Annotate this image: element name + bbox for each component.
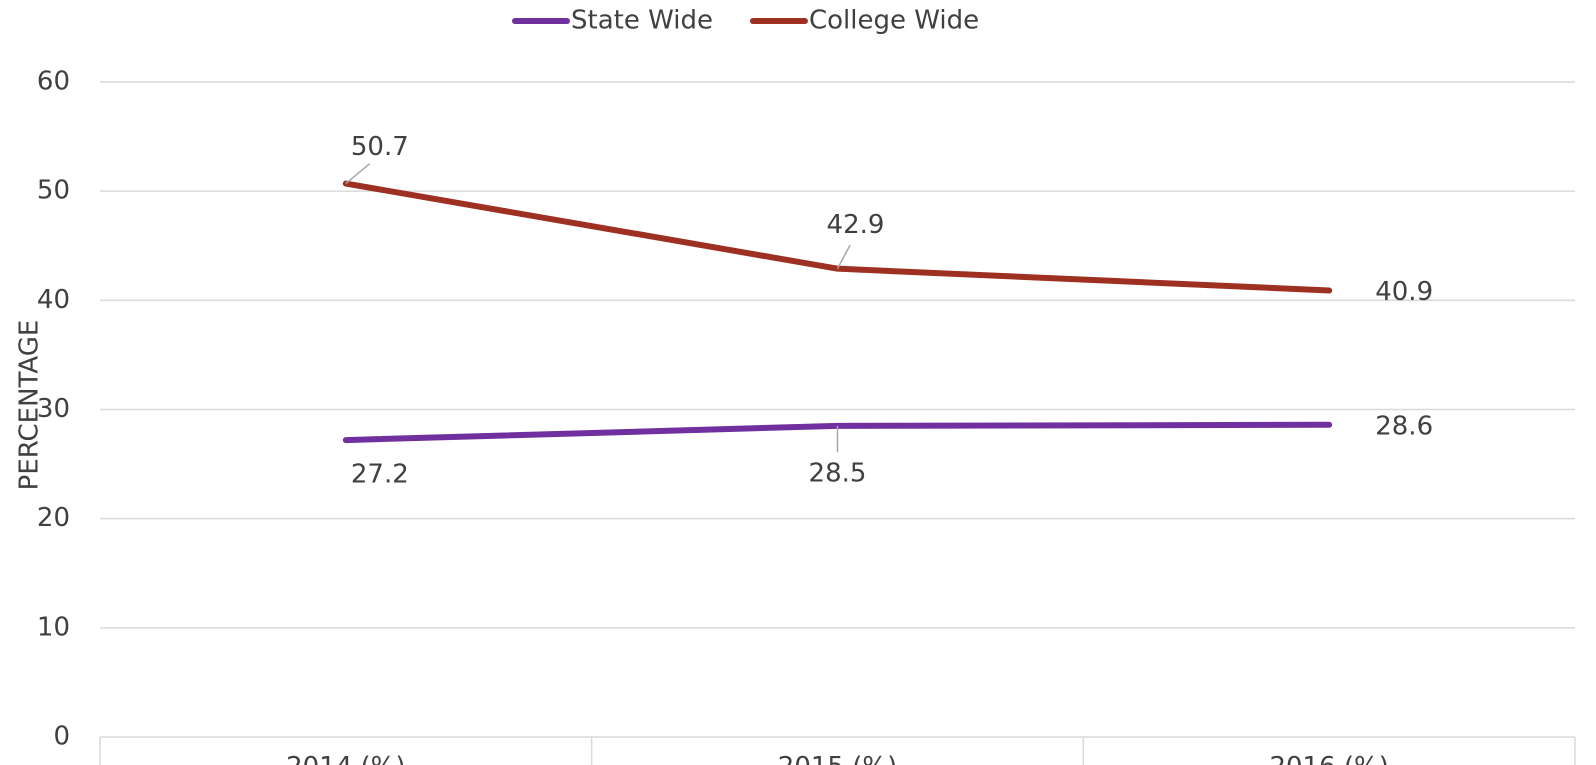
y-tick-label: 30: [37, 394, 70, 424]
data-label: 28.5: [809, 458, 867, 488]
y-tick-label: 60: [37, 67, 70, 97]
data-label: 42.9: [827, 210, 885, 240]
data-label: 40.9: [1375, 277, 1433, 307]
x-tick-label: 2014 (%): [286, 752, 405, 765]
legend-label: State Wide: [571, 6, 713, 36]
data-label: 50.7: [351, 132, 409, 162]
y-tick-label: 0: [53, 722, 70, 752]
data-label: 28.6: [1375, 411, 1433, 441]
x-tick-label: 2016 (%): [1269, 752, 1388, 765]
x-tick-label: 2015 (%): [778, 752, 897, 765]
leader-line: [836, 244, 851, 270]
y-tick-label: 50: [37, 176, 70, 206]
y-tick-label: 40: [37, 285, 70, 315]
legend-label: College Wide: [809, 6, 979, 36]
leader-line: [345, 163, 371, 185]
y-tick-label: 20: [37, 503, 70, 533]
y-axis-label: PERCENTAGE: [15, 320, 45, 491]
y-tick-label: 10: [37, 612, 70, 642]
data-label: 27.2: [351, 460, 409, 490]
